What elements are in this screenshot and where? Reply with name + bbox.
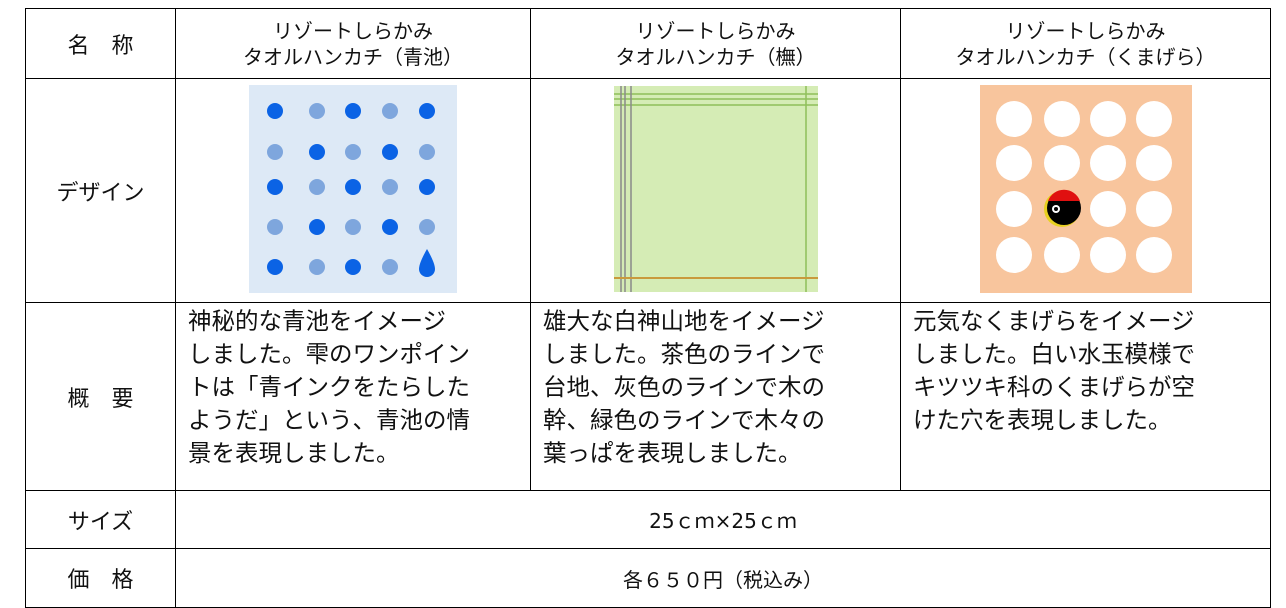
name-cell: リゾートしらかみ タオルハンカチ（橅）: [530, 8, 901, 79]
design-cell: [900, 78, 1271, 303]
design-buna: [613, 85, 818, 292]
overview-line: 葉っぱを表現しました。: [543, 439, 802, 467]
size-cell: 25ｃｍ×25ｃｍ: [175, 490, 1271, 549]
label-cell: 概 要: [25, 302, 176, 491]
name-cell: リゾートしらかみ タオルハンカチ（くまげら）: [900, 8, 1271, 79]
name-line: リゾートしらかみ: [273, 18, 433, 43]
design-kumagera: [979, 84, 1192, 293]
price-cell: 各６５０円（税込み）: [175, 548, 1271, 608]
overview-line: トは「青インクをたらした: [188, 373, 470, 401]
name-cell: リゾートしらかみ タオルハンカチ（青池）: [175, 8, 531, 79]
overview-line: 幹、緑色のラインで木々の: [543, 406, 825, 434]
overview-cell: 雄大な白神山地をイメージ しました。茶色のラインで 台地、灰色のラインで木の 幹、緑色…: [530, 302, 901, 491]
name-line: タオルハンカチ（青池）: [243, 44, 463, 69]
name-line: タオルハンカチ（くまげら）: [955, 44, 1216, 69]
overview-line: けた穴を表現しました。: [913, 406, 1172, 434]
overview-line: 神秘的な青池をイメージ: [188, 307, 447, 335]
label-cell: 価 格: [25, 548, 176, 608]
design-cell: [175, 78, 531, 303]
overview-line: しました。茶色のラインで: [543, 340, 825, 368]
name-line: タオルハンカチ（橅）: [615, 44, 816, 69]
product-table: 名 称 リゾートしらかみ タオルハンカチ（青池） リゾートしらかみ タオルハンカチ（…: [25, 8, 1271, 608]
name-line: リゾートしらかみ: [635, 18, 796, 43]
overview-line: 雄大な白神山地をイメージ: [543, 307, 825, 335]
overview-line: キツツキ科のくまげらが空: [913, 373, 1195, 401]
overview-cell: 元気なくまげらをイメージ しました。白い水玉模様で キツツキ科のくまげらが空 けた穴を…: [900, 302, 1271, 491]
design-aoike: [249, 84, 457, 293]
label-cell: 名 称: [25, 8, 176, 79]
overview-line: 元気なくまげらをイメージ: [913, 307, 1195, 335]
label-cell: デザイン: [25, 78, 176, 303]
design-cell: [530, 78, 901, 303]
overview-line: 台地、灰色のラインで木の: [543, 373, 825, 401]
overview-line: しました。雫のワンポイン: [188, 340, 470, 368]
overview-cell: 神秘的な青池をイメージ しました。雫のワンポイン トは「青インクをたらした ようだ」と…: [175, 302, 531, 491]
overview-line: ようだ」という、青池の情: [188, 406, 470, 434]
overview-line: しました。白い水玉模様で: [913, 340, 1195, 368]
overview-line: 景を表現しました。: [188, 439, 400, 467]
name-line: リゾートしらかみ: [1005, 18, 1166, 43]
label-cell: サイズ: [25, 490, 176, 549]
